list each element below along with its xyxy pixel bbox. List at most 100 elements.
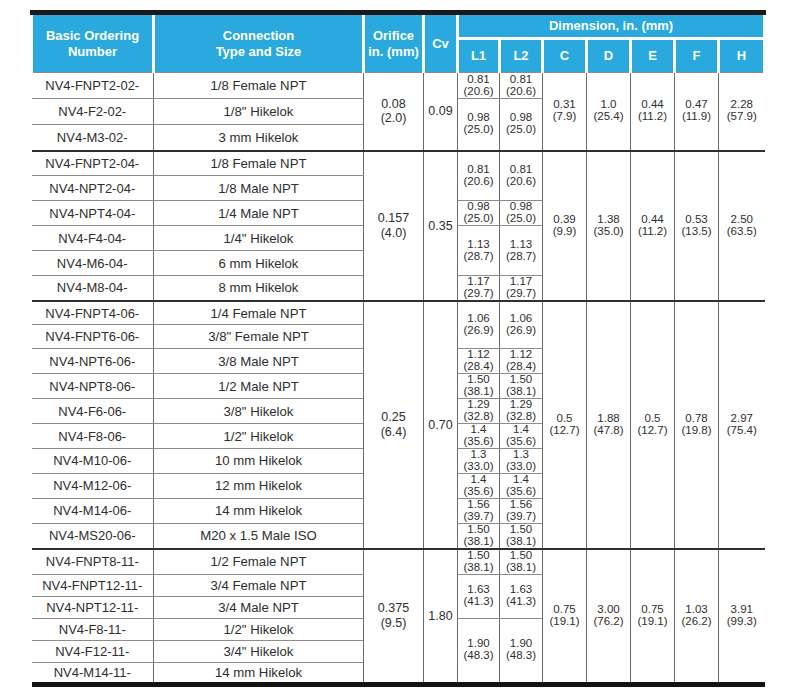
dim-d-cell: 1.38 (35.0) xyxy=(587,151,631,301)
dim-d-cell: 1.88 (47.8) xyxy=(587,301,631,549)
dim-l1-cell: 0.98 (25.0) xyxy=(458,99,500,151)
dim-l1-cell: 1.17 (29.7) xyxy=(458,276,500,301)
dim-e-cell: 0.44 (11.2) xyxy=(631,151,675,301)
dim-l1-cell: 1.3 (33.0) xyxy=(458,449,500,474)
part-number-cell: NV4-F6-06- xyxy=(32,399,154,424)
connection-cell: 14 mm Hikelok xyxy=(154,498,364,523)
header-cv: Cv xyxy=(424,13,458,73)
dim-l1-cell: 1.50 (38.1) xyxy=(458,523,500,548)
connection-cell: 3/4 Female NPT xyxy=(154,574,364,596)
connection-cell: 1/2 Male NPT xyxy=(154,374,364,399)
dim-l2-cell: 1.3 (33.0) xyxy=(500,449,543,474)
header-dim-f: F xyxy=(675,39,719,73)
connection-cell: 1/2 Female NPT xyxy=(154,549,364,574)
cv-cell: 0.09 xyxy=(424,73,458,151)
dim-l2-cell: 1.06 (26.9) xyxy=(500,301,543,349)
dim-l1-cell: 1.4 (35.6) xyxy=(458,473,500,498)
part-number-cell: NV4-FNPT4-06- xyxy=(32,301,154,325)
dim-c-cell: 0.39 (9.9) xyxy=(543,151,587,301)
connection-cell: 8 mm Hikelok xyxy=(154,276,364,301)
part-number-cell: NV4-NPT12-11- xyxy=(32,596,154,618)
part-number-cell: NV4-F2-02- xyxy=(32,99,154,125)
part-number-cell: NV4-MS20-06- xyxy=(32,523,154,548)
part-number-cell: NV4-NPT6-06- xyxy=(32,349,154,374)
connection-cell: 3/8 Male NPT xyxy=(154,349,364,374)
connection-cell: M20 x 1.5 Male ISO xyxy=(154,523,364,548)
dim-l2-cell: 0.98 (25.0) xyxy=(500,99,543,151)
header-dim-e: E xyxy=(631,39,675,73)
part-number-cell: NV4-NPT4-04- xyxy=(32,201,154,226)
header-connection-type-size: Connection Type and Size xyxy=(154,13,364,73)
connection-cell: 1/4" Hikelok xyxy=(154,226,364,251)
spec-table: Basic Ordering Number Connection Type an… xyxy=(30,10,766,687)
connection-cell: 1/2" Hikelok xyxy=(154,618,364,640)
part-number-cell: NV4-FNPT2-04- xyxy=(32,151,154,176)
dim-l2-cell: 1.50 (38.1) xyxy=(500,549,543,574)
header-orifice: Orifice in. (mm) xyxy=(364,13,424,73)
dim-e-cell: 0.5 (12.7) xyxy=(631,301,675,549)
cv-cell: 1.80 xyxy=(424,549,458,684)
orifice-cell: 0.375 (9.5) xyxy=(364,549,424,684)
dim-e-cell: 0.44 (11.2) xyxy=(631,73,675,151)
dim-l1-cell: 1.63 (41.3) xyxy=(458,574,500,618)
part-number-cell: NV4-M14-11- xyxy=(32,662,154,684)
dim-l2-cell: 0.81 (20.6) xyxy=(500,73,543,99)
dim-l2-cell: 1.50 (38.1) xyxy=(500,523,543,548)
dim-h-cell: 2.28 (57.9) xyxy=(719,73,765,151)
dim-l1-cell: 1.06 (26.9) xyxy=(458,301,500,349)
dim-l2-cell: 1.29 (32.8) xyxy=(500,399,543,424)
header-basic-ordering-number: Basic Ordering Number xyxy=(32,13,154,73)
dim-l2-cell: 1.17 (29.7) xyxy=(500,276,543,301)
part-number-cell: NV4-F4-04- xyxy=(32,226,154,251)
part-number-cell: NV4-NPT8-06- xyxy=(32,374,154,399)
connection-cell: 1/8 Female NPT xyxy=(154,151,364,176)
connection-cell: 6 mm Hikelok xyxy=(154,251,364,276)
dim-h-cell: 2.50 (63.5) xyxy=(719,151,765,301)
part-number-cell: NV4-NPT2-04- xyxy=(32,176,154,201)
connection-cell: 1/4 Female NPT xyxy=(154,301,364,325)
connection-cell: 1/4 Male NPT xyxy=(154,201,364,226)
connection-cell: 3 mm Hikelok xyxy=(154,125,364,151)
part-number-cell: NV4-FNPT2-02- xyxy=(32,73,154,99)
connection-cell: 10 mm Hikelok xyxy=(154,449,364,474)
dim-l1-cell: 1.12 (28.4) xyxy=(458,349,500,374)
dim-f-cell: 0.47 (11.9) xyxy=(675,73,719,151)
dim-l1-cell: 0.98 (25.0) xyxy=(458,201,500,226)
dim-l1-cell: 1.50 (38.1) xyxy=(458,374,500,399)
dim-f-cell: 0.78 (19.8) xyxy=(675,301,719,549)
dim-l2-cell: 1.12 (28.4) xyxy=(500,349,543,374)
dim-h-cell: 3.91 (99.3) xyxy=(719,549,765,684)
dim-f-cell: 0.53 (13.5) xyxy=(675,151,719,301)
header-dimension-title: Dimension, in. (mm) xyxy=(458,13,765,39)
dim-l2-cell: 0.81 (20.6) xyxy=(500,151,543,201)
dim-h-cell: 2.97 (75.4) xyxy=(719,301,765,549)
dim-l2-cell: 1.4 (35.6) xyxy=(500,473,543,498)
header-dim-l2: L2 xyxy=(500,39,543,73)
dim-l1-cell: 1.50 (38.1) xyxy=(458,549,500,574)
dim-l2-cell: 1.63 (41.3) xyxy=(500,574,543,618)
dim-l1-cell: 0.81 (20.6) xyxy=(458,73,500,99)
part-number-cell: NV4-M12-06- xyxy=(32,473,154,498)
dim-l2-cell: 1.56 (39.7) xyxy=(500,498,543,523)
connection-cell: 1/8 Female NPT xyxy=(154,73,364,99)
table-row: NV4-FNPT2-04-1/8 Female NPT0.157 (4.0)0.… xyxy=(32,151,765,176)
part-number-cell: NV4-F8-06- xyxy=(32,424,154,449)
orifice-cell: 0.25 (6.4) xyxy=(364,301,424,549)
dim-l1-cell: 0.81 (20.6) xyxy=(458,151,500,201)
part-number-cell: NV4-FNPT8-11- xyxy=(32,549,154,574)
connection-cell: 12 mm Hikelok xyxy=(154,473,364,498)
header-row-top: Basic Ordering Number Connection Type an… xyxy=(32,13,765,39)
connection-cell: 1/8" Hikelok xyxy=(154,99,364,125)
dim-l1-cell: 1.4 (35.6) xyxy=(458,424,500,449)
dim-l1-cell: 1.90 (48.3) xyxy=(458,618,500,684)
dim-l1-cell: 1.13 (28.7) xyxy=(458,226,500,276)
dim-f-cell: 1.03 (26.2) xyxy=(675,549,719,684)
dim-l1-cell: 1.29 (32.8) xyxy=(458,399,500,424)
dim-c-cell: 0.31 (7.9) xyxy=(543,73,587,151)
dim-l2-cell: 1.50 (38.1) xyxy=(500,374,543,399)
orifice-cell: 0.157 (4.0) xyxy=(364,151,424,301)
dim-c-cell: 0.75 (19.1) xyxy=(543,549,587,684)
header-dim-c: C xyxy=(543,39,587,73)
datasheet-table-region: Basic Ordering Number Connection Type an… xyxy=(0,0,807,687)
dim-l2-cell: 1.13 (28.7) xyxy=(500,226,543,276)
